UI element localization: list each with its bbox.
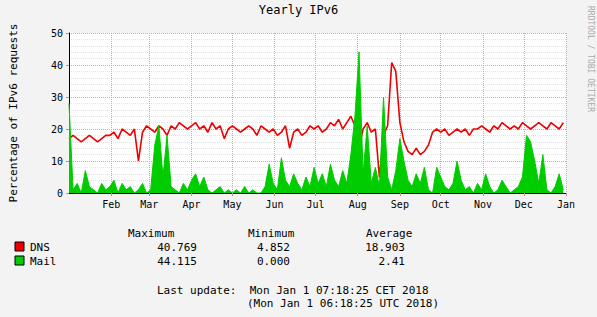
svg-text:DNS: DNS [30, 241, 50, 254]
svg-text:Minimum: Minimum [248, 227, 295, 240]
svg-text:Yearly IPv6: Yearly IPv6 [259, 3, 338, 17]
svg-text:Oct: Oct [432, 199, 450, 210]
svg-text:2.41: 2.41 [379, 255, 406, 268]
svg-text:Feb: Feb [102, 199, 120, 210]
svg-text:Mail: Mail [30, 255, 57, 268]
svg-text:Jan: Jan [557, 199, 575, 210]
svg-text:0: 0 [57, 188, 63, 199]
svg-text:Apr: Apr [183, 199, 201, 210]
svg-text:Last update: Mon Jan 1 07:18:: Last update: Mon Jan 1 07:18:25 CET 2018 [157, 284, 429, 297]
svg-text:Nov: Nov [474, 199, 492, 210]
svg-text:40: 40 [51, 60, 63, 71]
svg-text:Mar: Mar [140, 199, 158, 210]
svg-text:Average: Average [366, 227, 412, 240]
svg-text:Sep: Sep [391, 199, 409, 210]
svg-text:50: 50 [51, 28, 63, 39]
svg-text:0.000: 0.000 [257, 255, 290, 268]
svg-text:Maximum: Maximum [128, 227, 175, 240]
svg-text:Percentage of IPv6 requests: Percentage of IPv6 requests [7, 24, 20, 203]
svg-text:Jun: Jun [266, 199, 284, 210]
svg-text:RRDTOOL / TOBI OETIKER: RRDTOOL / TOBI OETIKER [586, 6, 595, 112]
svg-text:May: May [223, 199, 241, 210]
svg-text:18.903: 18.903 [365, 241, 405, 254]
svg-text:(Mon Jan 1 06:18:25 UTC 2018): (Mon Jan 1 06:18:25 UTC 2018) [247, 297, 439, 310]
svg-text:40.769: 40.769 [157, 241, 197, 254]
svg-text:4.852: 4.852 [257, 241, 290, 254]
svg-text:Dec: Dec [515, 199, 533, 210]
svg-text:44.115: 44.115 [157, 255, 197, 268]
svg-text:10: 10 [51, 156, 63, 167]
svg-text:30: 30 [51, 92, 63, 103]
svg-text:Aug: Aug [349, 199, 367, 210]
svg-text:20: 20 [51, 124, 63, 135]
svg-text:Jul: Jul [306, 199, 324, 210]
